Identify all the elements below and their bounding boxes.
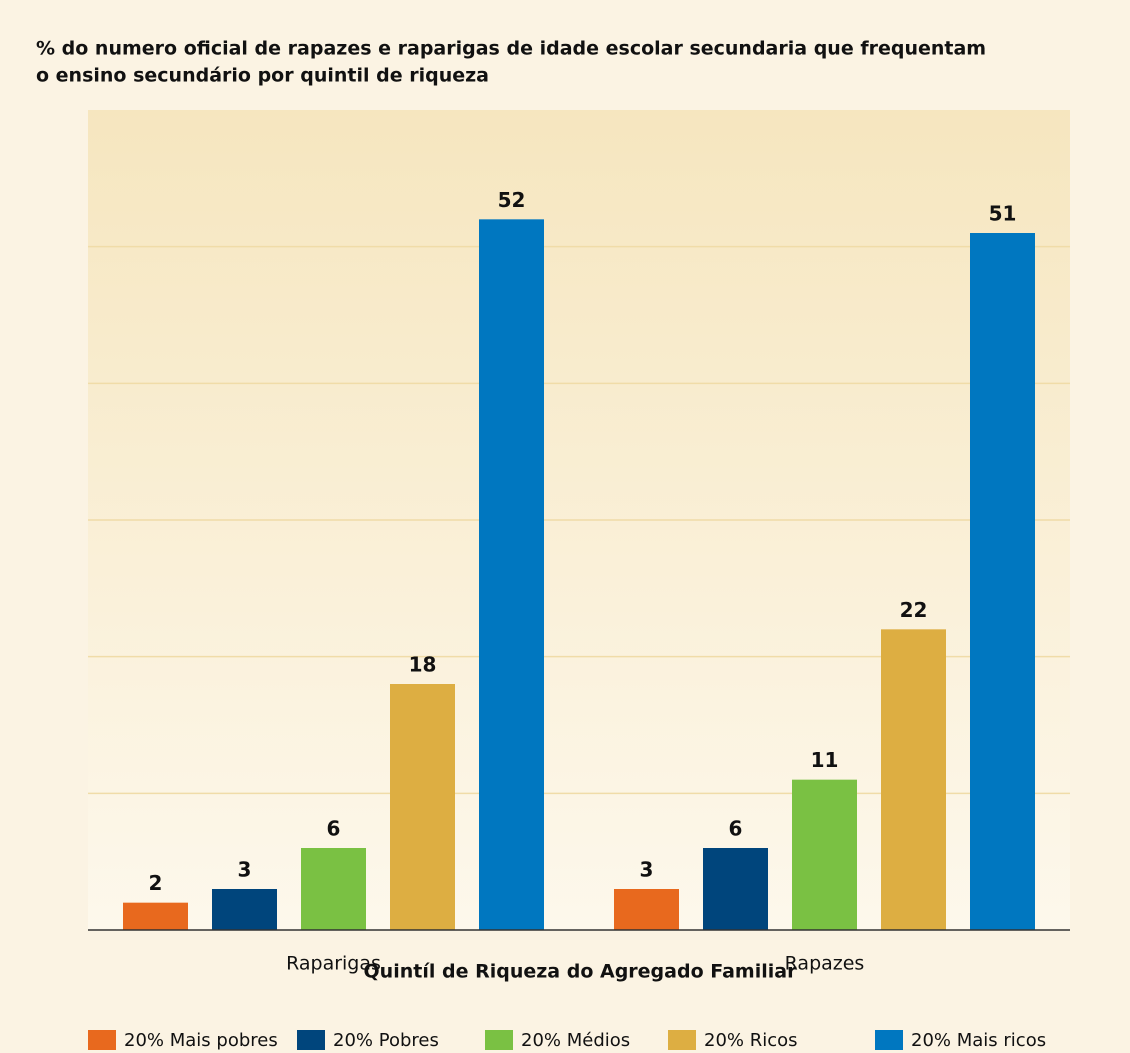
value-label: 22: [900, 598, 928, 622]
x-tick-label: Rapazes: [785, 953, 865, 975]
legend-label: 20% Pobres: [333, 1030, 439, 1051]
bar: [212, 889, 277, 930]
legend-label: 20% Médios: [521, 1030, 630, 1051]
x-tick-label: Raparigas: [286, 953, 381, 975]
bar: [792, 779, 857, 930]
legend-swatch: [485, 1030, 513, 1050]
value-label: 6: [729, 817, 743, 841]
bar: [970, 233, 1035, 930]
legend-label: 20% Mais ricos: [911, 1030, 1046, 1051]
bar: [123, 902, 188, 930]
value-label: 3: [640, 858, 654, 882]
bar: [390, 684, 455, 930]
value-label: 51: [989, 202, 1017, 226]
bar: [479, 219, 544, 931]
value-label: 52: [498, 188, 526, 212]
legend-swatch: [297, 1030, 325, 1050]
x-axis-label: Quintíl de Riqueza do Agregado Familiar: [364, 961, 798, 983]
bar: [614, 889, 679, 930]
value-label: 11: [811, 748, 839, 772]
legend-label: 20% Mais pobres: [124, 1030, 278, 1051]
bar: [703, 848, 768, 930]
bar: [301, 848, 366, 930]
legend-swatch: [875, 1030, 903, 1050]
chart-title: % do numero oficial de rapazes e raparig…: [36, 38, 986, 60]
legend-label: 20% Ricos: [704, 1030, 798, 1051]
value-label: 3: [238, 858, 252, 882]
value-label: 6: [327, 817, 341, 841]
legend-swatch: [88, 1030, 116, 1050]
legend-swatch: [668, 1030, 696, 1050]
value-label: 2: [149, 871, 163, 895]
value-label: 18: [409, 653, 437, 677]
bar: [881, 629, 946, 930]
chart-title: o ensino secundário por quintil de rique…: [36, 65, 489, 87]
